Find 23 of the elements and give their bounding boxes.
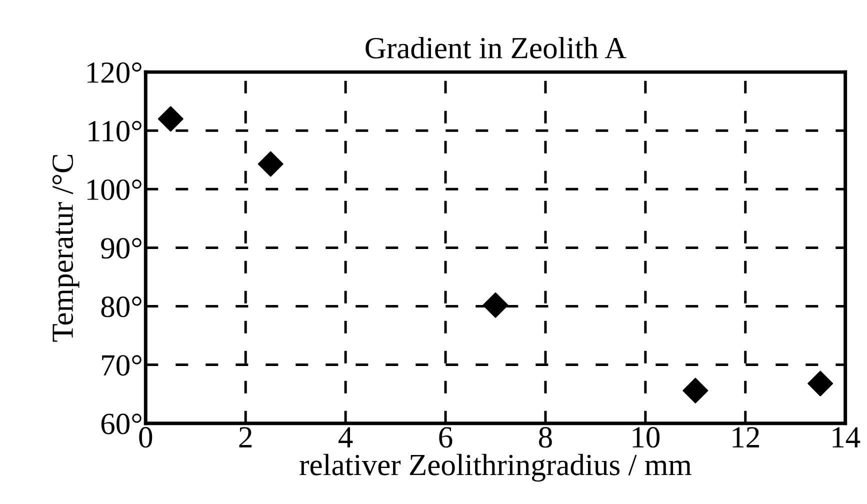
y-axis-title: Temperatur /°C: [52, 154, 80, 342]
y-tick-label: 120°: [88, 62, 142, 83]
y-tick-label: 70°: [102, 355, 142, 376]
x-tick-label: 10: [632, 427, 660, 448]
point: [158, 106, 184, 132]
y-tick-label: 60°: [101, 414, 142, 434]
x-tick-label: 12: [732, 427, 759, 448]
chart-title: Gradient in Zeolith A: [366, 36, 626, 58]
point: [808, 370, 834, 396]
point: [258, 151, 284, 177]
x-tick-label: 0: [139, 427, 152, 448]
x-tick-label: 2: [239, 427, 252, 448]
x-tick-label: 6: [439, 427, 452, 448]
y-tick-label: 100°: [88, 179, 142, 200]
point: [682, 378, 708, 404]
x-tick-label: 8: [538, 427, 552, 448]
x-tick-label: 14: [832, 427, 860, 448]
y-tick-label: 80°: [101, 296, 142, 318]
x-axis-title: relativer Zeolithringradius / mm: [300, 454, 692, 482]
point: [482, 292, 508, 318]
x-tick-label: 4: [338, 427, 353, 448]
y-tick-label: 90°: [101, 238, 142, 259]
y-tick-label: 110°: [88, 120, 142, 142]
